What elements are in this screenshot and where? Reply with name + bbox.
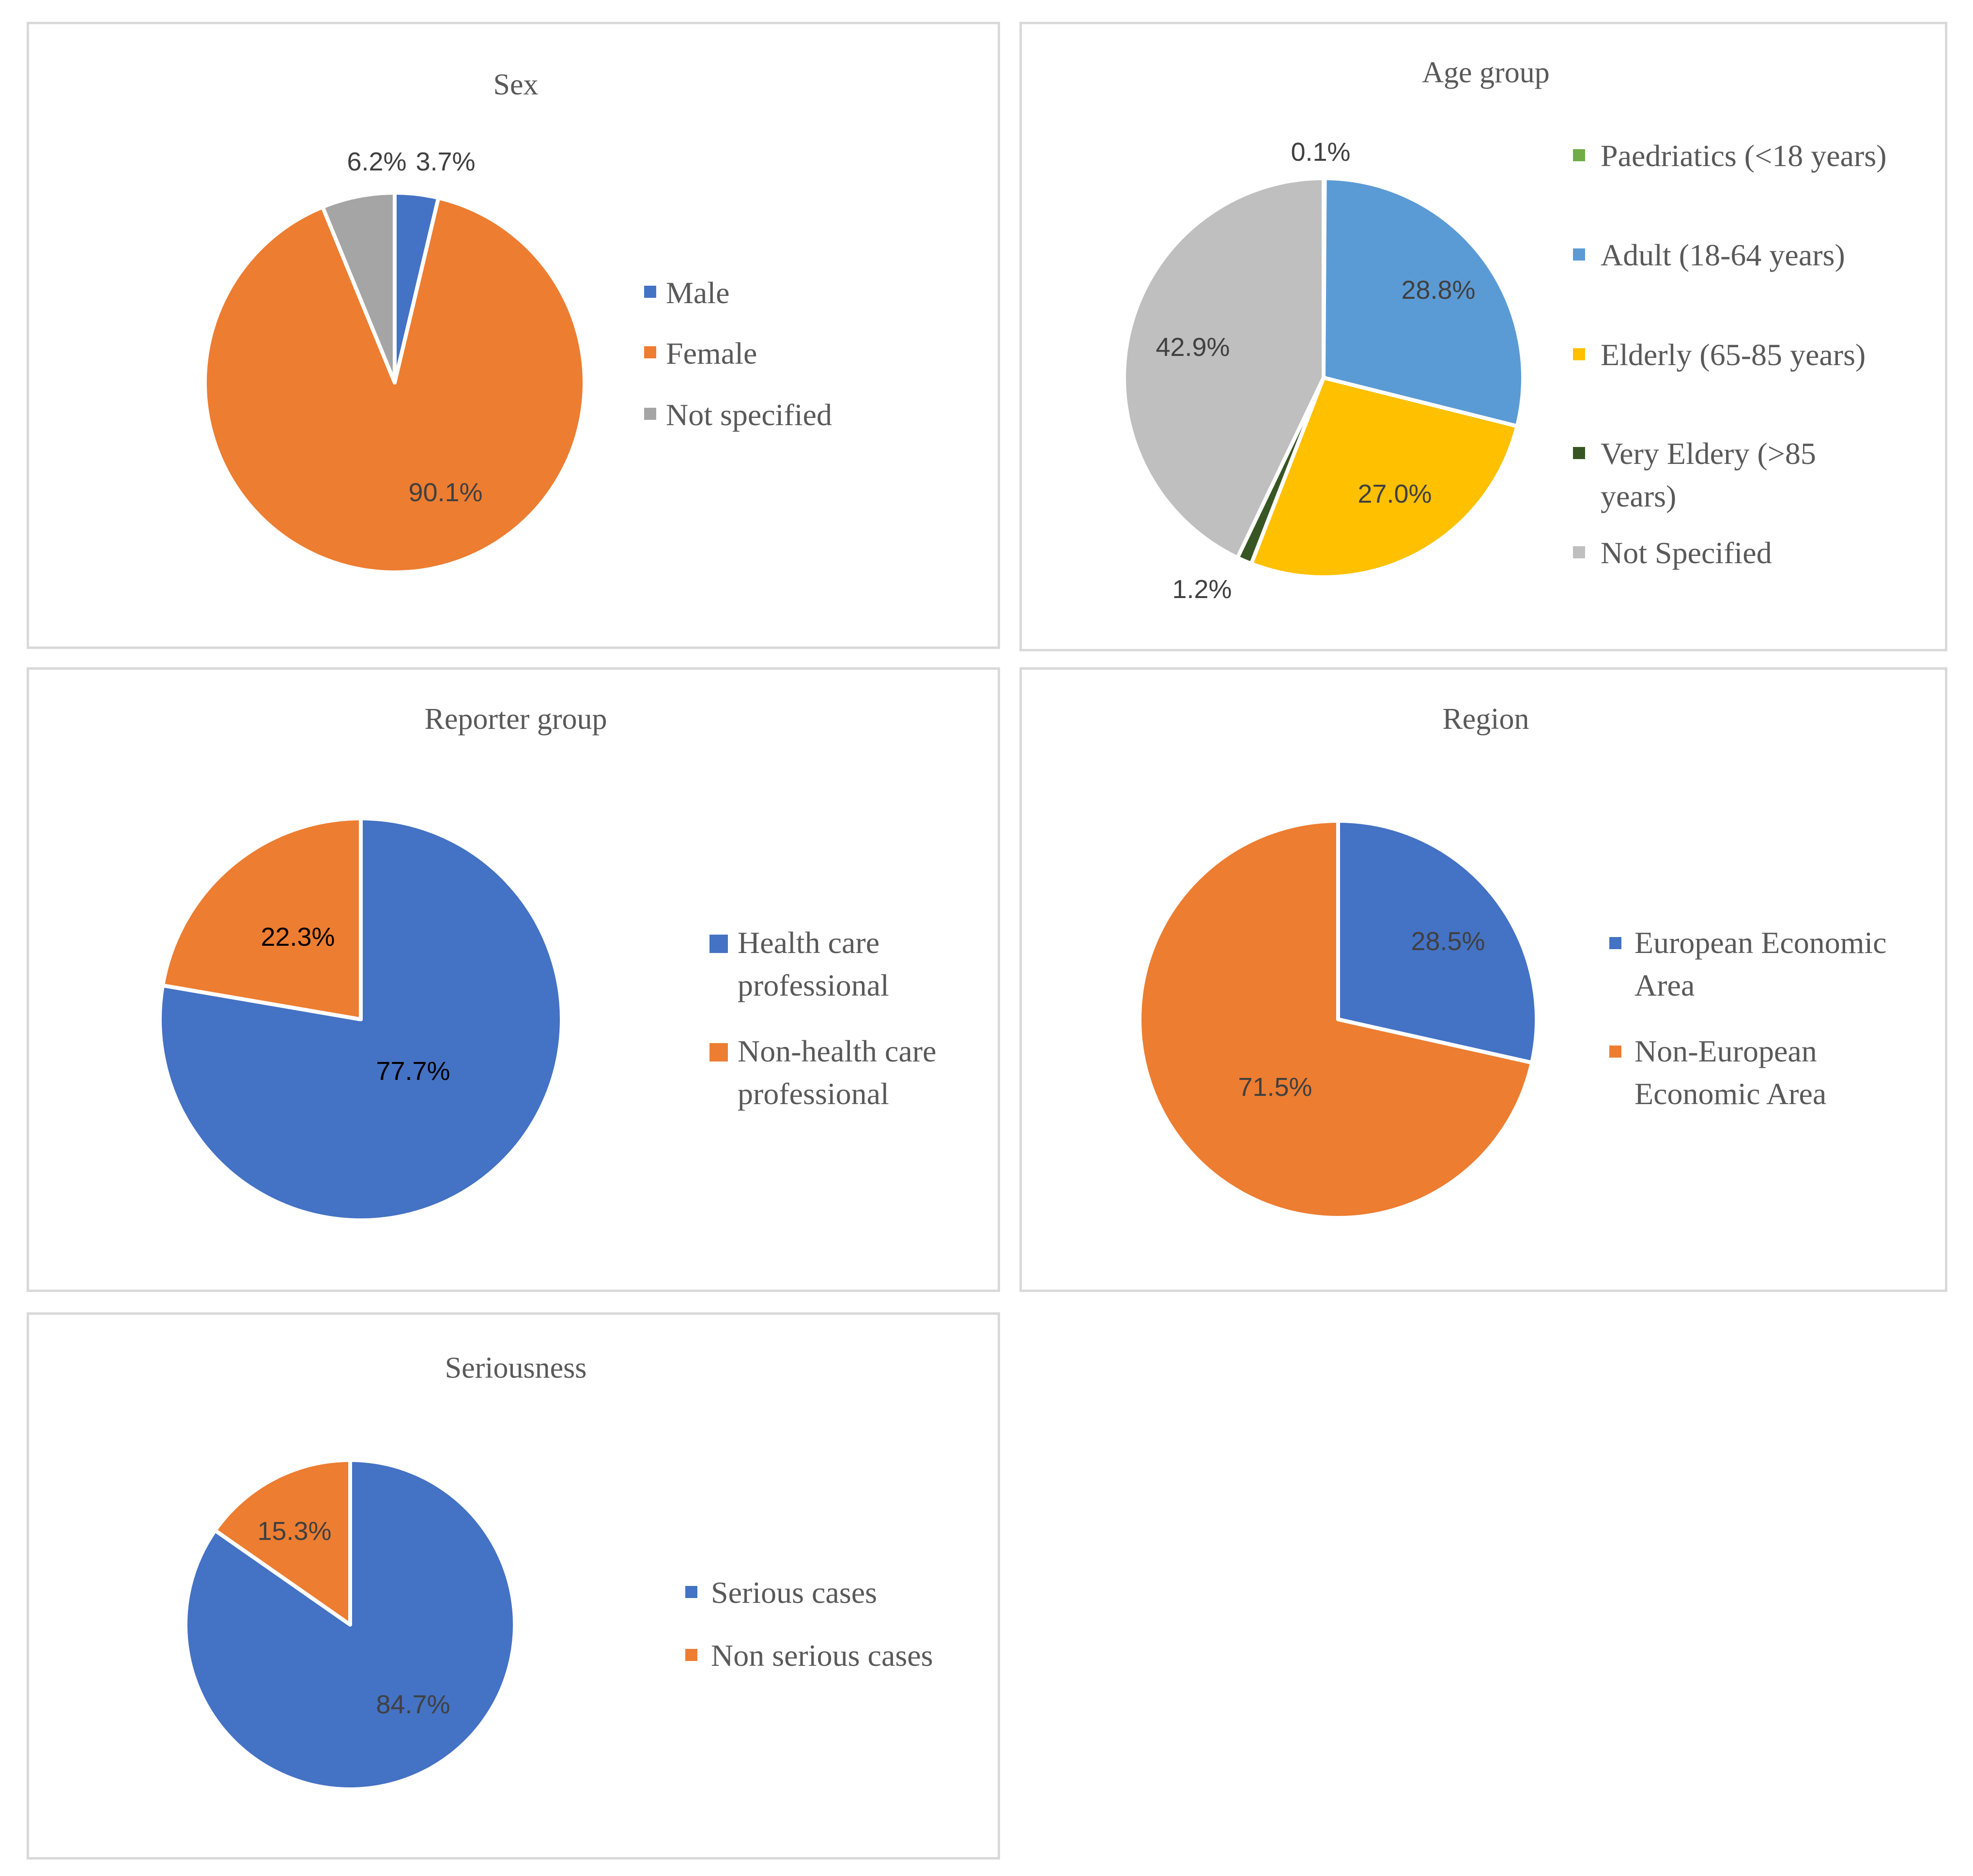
legend-label-european-economic-area-line2: Area: [1634, 968, 1695, 1002]
legend-label-very-elderly-line1: Very Eldery (>85: [1601, 436, 1816, 471]
chart-title: Reporter group: [424, 703, 607, 736]
sex-chart-svg: Sex 3.7% 90.1% 6.2% Male Female Not spec…: [203, 68, 832, 574]
chart-title: Age group: [1422, 56, 1549, 89]
legend-swatch-non-european-economic-area: [1609, 1046, 1621, 1058]
sex-slices: [203, 191, 586, 574]
region-chart-svg: Region 28.5% 71.5% European Economic Are…: [1138, 703, 1887, 1220]
legend-swatch-paedriatics: [1573, 149, 1585, 161]
data-label-elderly: 27.0%: [1357, 479, 1432, 508]
age-slices: [1122, 176, 1525, 579]
chart-panel-age-group: Age group 0.1% 28.8% 27.0% 1.2% 42.9% Pa…: [1019, 22, 1947, 651]
slice-not-specified: [321, 191, 397, 384]
legend-label-elderly: Elderly (65-85 years): [1601, 338, 1865, 372]
legend-label-health-care-professional-line2: professional: [738, 968, 889, 1002]
slice-health-care-professional: [158, 816, 564, 1222]
reporter-chart-svg: Reporter group 77.7% 22.3% Health care p…: [158, 703, 936, 1222]
legend-label-not-specified: Not Specified: [1601, 536, 1772, 570]
data-label-not-specified: 42.9%: [1156, 333, 1230, 362]
legend-swatch-non-health-care-professional: [709, 1043, 728, 1061]
slice-not-specified: [1122, 176, 1326, 560]
slice-non-health-care-professional: [160, 816, 363, 1021]
reporter-slices: [158, 816, 564, 1222]
legend-label-non-serious-cases: Non serious cases: [711, 1638, 933, 1673]
slice-non-serious-cases: [213, 1458, 352, 1627]
data-label-adult: 28.8%: [1401, 276, 1475, 305]
data-label-european-economic-area: 28.5%: [1411, 927, 1485, 956]
chart-panel-region: Region 28.5% 71.5% European Economic Are…: [1019, 667, 1947, 1292]
slice-adult: [1322, 176, 1525, 428]
chart-panel-reporter-group: Reporter group 77.7% 22.3% Health care p…: [27, 667, 1000, 1292]
legend-swatch-non-serious-cases: [685, 1649, 697, 1661]
legend: Male Female Not specified: [644, 276, 832, 432]
chart-title: Sex: [493, 68, 539, 101]
data-label-paedriatics: 0.1%: [1291, 138, 1350, 167]
data-label-very-elderly: 1.2%: [1172, 575, 1232, 604]
legend-label-not-specified: Not specified: [666, 398, 832, 432]
legend-label-non-european-economic-area-line2: Economic Area: [1634, 1076, 1826, 1111]
legend: Health care professional Non-health care…: [709, 925, 936, 1111]
legend-label-very-elderly-line2: years): [1601, 479, 1676, 513]
legend-label-serious-cases: Serious cases: [711, 1575, 877, 1610]
data-label-not-specified: 6.2%: [347, 147, 406, 176]
slice-european-economic-area: [1336, 819, 1539, 1065]
slice-elderly: [1249, 376, 1519, 579]
data-label-female: 90.1%: [408, 478, 482, 507]
legend-label-adult: Adult (18-64 years): [1601, 238, 1845, 272]
legend-swatch-european-economic-area: [1609, 937, 1621, 949]
legend-label-paedriatics: Paedriatics (<18 years): [1601, 138, 1887, 173]
legend-label-female: Female: [666, 336, 757, 370]
legend-swatch-health-care-professional: [709, 935, 728, 953]
chart-title: Region: [1442, 703, 1529, 736]
legend-swatch-not-specified: [644, 408, 656, 420]
legend: Serious cases Non serious cases: [685, 1575, 933, 1673]
legend: European Economic Area Non-European Econ…: [1609, 925, 1887, 1111]
legend: Paedriatics (<18 years) Adult (18-64 yea…: [1573, 138, 1887, 570]
legend-label-non-health-care-professional-line2: professional: [738, 1076, 889, 1111]
legend-swatch-elderly: [1573, 348, 1585, 360]
age-chart-svg: Age group 0.1% 28.8% 27.0% 1.2% 42.9% Pa…: [1122, 56, 1887, 604]
chart-title: Seriousness: [445, 1352, 587, 1384]
data-label-non-health-care-professional: 22.3%: [261, 923, 335, 952]
data-label-non-european-economic-area: 71.5%: [1238, 1073, 1312, 1102]
data-label-non-serious-cases: 15.3%: [257, 1517, 331, 1546]
seriousness-chart-svg: Seriousness 84.7% 15.3% Serious cases No…: [184, 1352, 933, 1791]
legend-swatch-female: [644, 346, 656, 358]
slice-non-european-economic-area: [1138, 819, 1534, 1220]
seriousness-slices: [184, 1458, 517, 1791]
data-label-health-care-professional: 77.7%: [376, 1057, 450, 1086]
legend-label-non-health-care-professional-line1: Non-health care: [738, 1034, 936, 1068]
legend-swatch-adult: [1573, 248, 1585, 261]
chart-panel-sex: Sex 3.7% 90.1% 6.2% Male Female Not spec…: [27, 22, 1000, 649]
legend-swatch-male: [644, 286, 656, 298]
legend-swatch-very-elderly: [1573, 447, 1585, 459]
legend-swatch-not-specified: [1573, 546, 1585, 558]
legend-label-non-european-economic-area-line1: Non-European: [1634, 1034, 1817, 1068]
legend-label-health-care-professional-line1: Health care: [738, 925, 879, 960]
data-label-male: 3.7%: [416, 147, 475, 176]
legend-swatch-serious-cases: [685, 1586, 697, 1598]
region-slices: [1138, 819, 1539, 1220]
slice-female: [203, 196, 586, 574]
legend-label-european-economic-area-line1: European Economic: [1634, 925, 1887, 960]
legend-label-male: Male: [666, 276, 730, 310]
chart-panel-seriousness: Seriousness 84.7% 15.3% Serious cases No…: [27, 1312, 1000, 1860]
data-label-serious-cases: 84.7%: [376, 1690, 450, 1719]
